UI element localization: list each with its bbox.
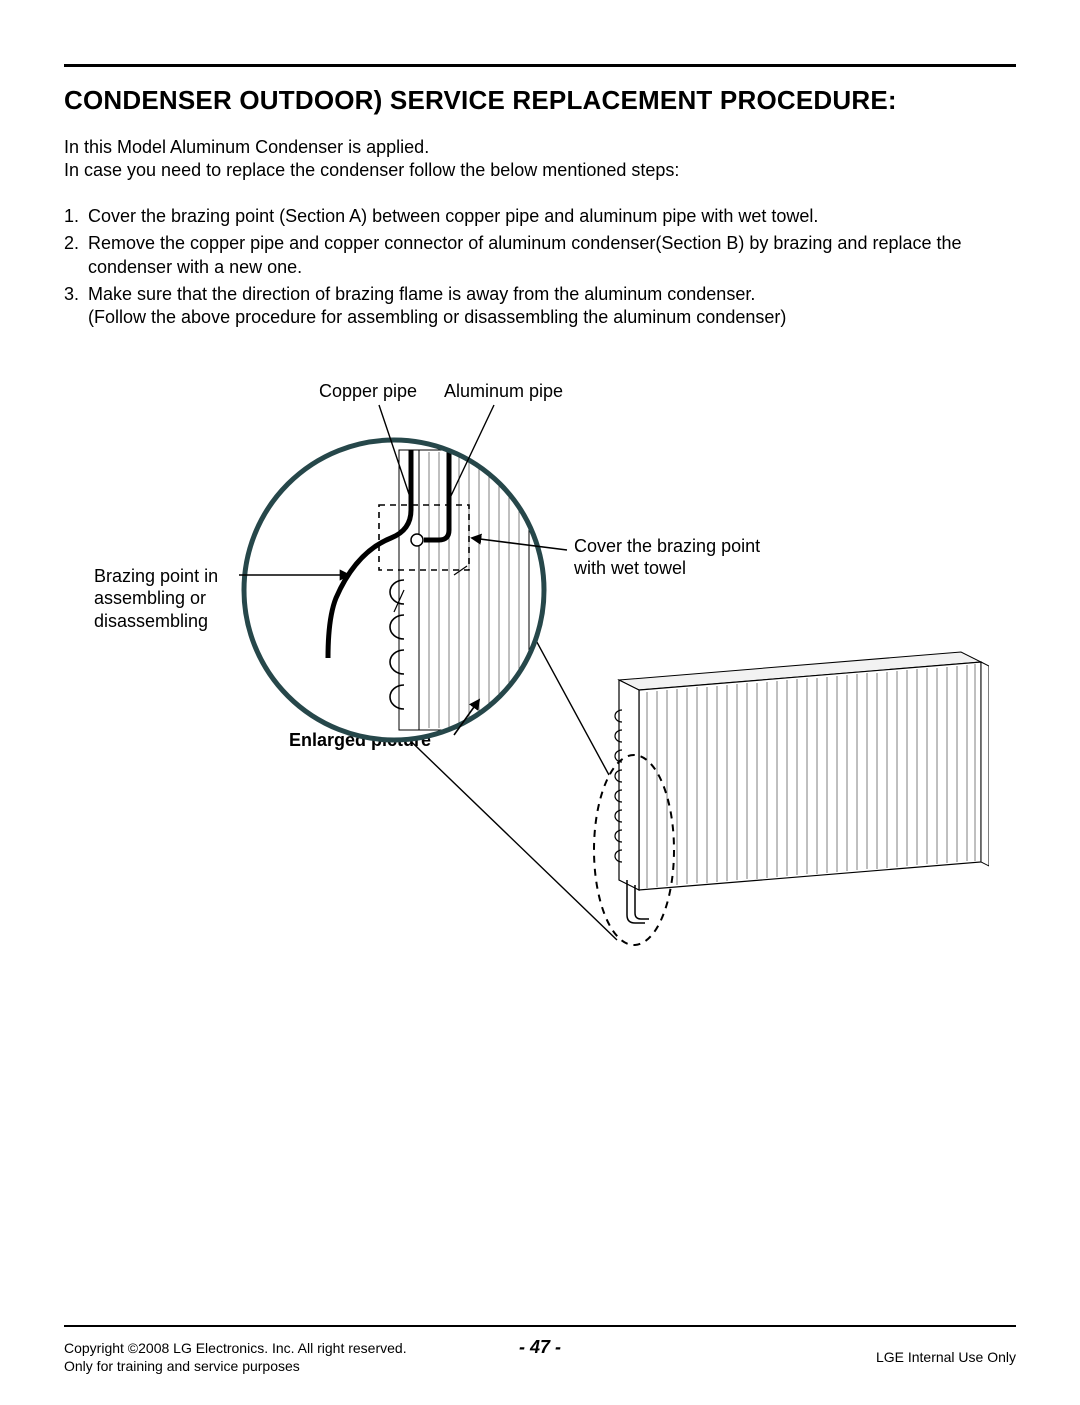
step-1-text: Cover the brazing point (Section A) betw… <box>88 205 1016 228</box>
footer-copyright: Copyright ©2008 LG Electronics. Inc. All… <box>64 1339 407 1357</box>
footer: Copyright ©2008 LG Electronics. Inc. All… <box>64 1339 1016 1375</box>
intro-block: In this Model Aluminum Condenser is appl… <box>64 136 1016 183</box>
condenser-icon <box>615 650 989 1000</box>
intro-line-1: In this Model Aluminum Condenser is appl… <box>64 136 1016 159</box>
footer-purpose: Only for training and service purposes <box>64 1357 407 1375</box>
footer-right: LGE Internal Use Only <box>876 1349 1016 1365</box>
step-1: 1. Cover the brazing point (Section A) b… <box>64 205 1016 228</box>
footer-left: Copyright ©2008 LG Electronics. Inc. All… <box>64 1339 407 1375</box>
intro-line-2: In case you need to replace the condense… <box>64 159 1016 182</box>
step-3-text: Make sure that the direction of brazing … <box>88 283 1016 330</box>
step-3-num: 3. <box>64 283 88 330</box>
figure: Copper pipe Aluminum pipe Brazing point … <box>64 380 1016 1040</box>
step-2: 2. Remove the copper pipe and copper con… <box>64 232 1016 279</box>
technical-diagram <box>199 380 989 1000</box>
step-2-num: 2. <box>64 232 88 279</box>
bottom-rule <box>64 1325 1016 1327</box>
top-rule <box>64 64 1016 67</box>
steps-list: 1. Cover the brazing point (Section A) b… <box>64 205 1016 330</box>
step-3: 3. Make sure that the direction of brazi… <box>64 283 1016 330</box>
page: CONDENSER OUTDOOR) SERVICE REPLACEMENT P… <box>0 0 1080 1405</box>
page-title: CONDENSER OUTDOOR) SERVICE REPLACEMENT P… <box>64 85 1016 116</box>
step-2-text: Remove the copper pipe and copper connec… <box>88 232 1016 279</box>
step-1-num: 1. <box>64 205 88 228</box>
footer-page-number: - 47 - <box>519 1337 561 1358</box>
